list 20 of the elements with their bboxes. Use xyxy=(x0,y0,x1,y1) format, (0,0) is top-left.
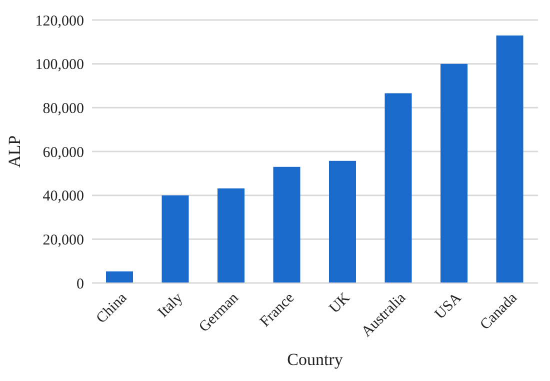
bar xyxy=(218,188,244,283)
bar xyxy=(496,36,524,283)
y-tick-label: 100,000 xyxy=(35,57,84,74)
y-tick-label: 0 xyxy=(76,276,84,292)
y-tick-label: 80,000 xyxy=(42,100,84,117)
x-tick-label: Italy xyxy=(155,290,186,321)
x-tick-label: USA xyxy=(432,290,465,323)
y-tick-label: 60,000 xyxy=(42,144,84,161)
bar xyxy=(384,93,412,283)
y-tick-label: 40,000 xyxy=(42,188,84,205)
bar xyxy=(329,160,356,283)
bar xyxy=(273,166,300,283)
bar xyxy=(162,195,189,283)
bar xyxy=(106,271,133,283)
y-axis-title: ALP xyxy=(5,135,24,168)
y-tick-label: 20,000 xyxy=(42,232,84,248)
y-tick-label: 120,000 xyxy=(35,13,84,30)
x-tick-label: UK xyxy=(326,290,354,317)
bar xyxy=(440,64,468,283)
x-axis-title: Country xyxy=(287,350,344,370)
